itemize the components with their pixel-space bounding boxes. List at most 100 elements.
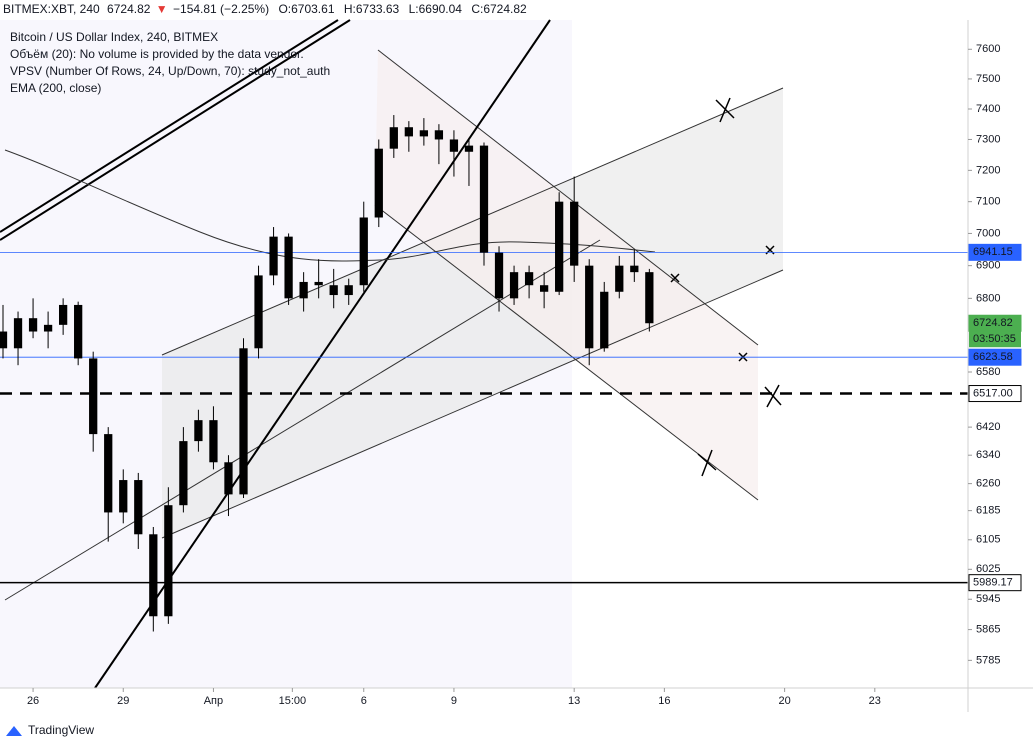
candle-body	[299, 281, 308, 299]
y-tick-label: 6900	[976, 260, 1000, 272]
channel-line	[377, 49, 759, 346]
candle-body	[449, 139, 459, 152]
candle-body	[119, 480, 128, 513]
candle-body	[570, 201, 579, 266]
price-tag	[968, 574, 1022, 592]
x-tick-label: 29	[117, 695, 129, 707]
axes: 7600 7500 7400 7300 7200 7100 7000 6900 6800 6580…	[27, 43, 1022, 707]
candle-body	[419, 130, 429, 137]
candle-body	[224, 462, 233, 495]
y-tick-label: 6185	[976, 505, 1000, 517]
price-tag-label: 6941.15	[973, 246, 1013, 258]
y-tick-label: 5865	[976, 623, 1000, 635]
candle-body	[164, 505, 173, 617]
candle-body	[509, 272, 519, 299]
countdown: 03:50:35	[973, 333, 1016, 345]
y-tick-label: 6025	[976, 563, 1000, 575]
change-arrow: ▼	[156, 2, 168, 16]
price-tag-label: 6517.00	[973, 387, 1013, 399]
low-label: L:	[409, 2, 419, 16]
countdown-tag	[969, 331, 1021, 348]
x-tick-label: 9	[451, 695, 457, 707]
candle-body	[0, 331, 8, 349]
channel-line	[374, 204, 759, 501]
x-tick-label: 20	[778, 695, 790, 707]
candle-body	[89, 358, 98, 435]
candle-body	[494, 252, 504, 299]
candle-body	[404, 127, 413, 137]
candle-body	[194, 420, 203, 442]
high-value: 6733.63	[356, 2, 400, 16]
candle-body	[179, 441, 188, 506]
price-tag-label: 6623.58	[973, 351, 1013, 363]
close-value: 6724.82	[483, 2, 527, 16]
x-tick-label: 16	[658, 695, 670, 707]
y-tick-label: 5785	[976, 654, 1000, 666]
y-tick-label: 7200	[976, 164, 1000, 176]
low-value: 6690.04	[419, 2, 463, 16]
candle-body	[104, 434, 113, 513]
symbol: BITMEX:XBT, 240	[3, 2, 100, 16]
y-tick-label: 7000	[976, 227, 1000, 239]
candle-body	[43, 324, 53, 332]
last-price: 6724.82	[107, 2, 151, 16]
x-tick-label: 26	[27, 695, 39, 707]
channel-fill	[162, 88, 783, 538]
candle-body	[389, 127, 398, 149]
candle-body	[374, 148, 383, 218]
open-label: O:	[278, 2, 291, 16]
candle-body	[329, 285, 338, 296]
y-tick-label: 7400	[976, 103, 1000, 115]
study-line: Объём (20): No volume is provided by the…	[10, 47, 304, 61]
candle-body	[359, 217, 368, 286]
candle-body	[314, 281, 323, 286]
trend-line	[0, 19, 351, 241]
candle-body	[555, 201, 564, 292]
price-tag	[968, 243, 1022, 261]
y-tick-label: 6800	[976, 292, 1000, 304]
x-tick-label: 6	[361, 695, 367, 707]
x-tick-label: Апр	[204, 695, 223, 707]
candle-body	[479, 145, 489, 253]
candle-body	[434, 130, 444, 140]
channel-fill	[375, 50, 758, 500]
y-tick-label: 6420	[976, 421, 1000, 433]
high-label: H:	[344, 2, 356, 16]
change: −154.81 (−2.25%)	[173, 2, 269, 16]
y-tick-label: 6105	[976, 534, 1000, 546]
study-line: VPSV (Number Of Rows, 24, Up/Down, 70): …	[10, 64, 330, 78]
drawings	[0, 19, 784, 689]
candle-body	[13, 318, 23, 349]
candles	[0, 115, 654, 632]
candle-body	[615, 265, 624, 292]
y-tick-label: 6260	[976, 478, 1000, 490]
candle-body	[524, 272, 534, 286]
candle-body	[254, 275, 263, 349]
y-tick-label: 7600	[976, 43, 1000, 55]
x-mark	[697, 449, 717, 477]
y-tick-label: 6340	[976, 449, 1000, 461]
y-tick-label: 6580	[976, 366, 1000, 378]
candle-body	[464, 145, 474, 152]
y-tick-label: 5945	[976, 593, 1000, 605]
x-mark	[715, 97, 735, 123]
brand-name[interactable]: TradingView	[28, 723, 94, 737]
y-tick-label: 7300	[976, 133, 1000, 145]
header-legend: BITMEX:XBT, 240 6724.82 ▼ −154.81 (−2.25…	[3, 2, 527, 16]
candle-body	[344, 285, 353, 296]
candle-body	[585, 265, 594, 349]
channel-line	[161, 269, 784, 539]
footer: TradingView	[6, 723, 94, 737]
candle-body	[600, 291, 609, 349]
candle-body	[209, 420, 218, 463]
candle-body	[645, 272, 654, 324]
x-tick-label: 15:00	[279, 695, 307, 707]
price-tag	[968, 385, 1022, 403]
study-line: Bitcoin / US Dollar Index, 240, BITMEX	[10, 30, 218, 44]
candle-body	[149, 534, 158, 617]
ema-line	[4, 149, 656, 262]
close-label: C:	[471, 2, 483, 16]
candle-body	[539, 285, 549, 292]
